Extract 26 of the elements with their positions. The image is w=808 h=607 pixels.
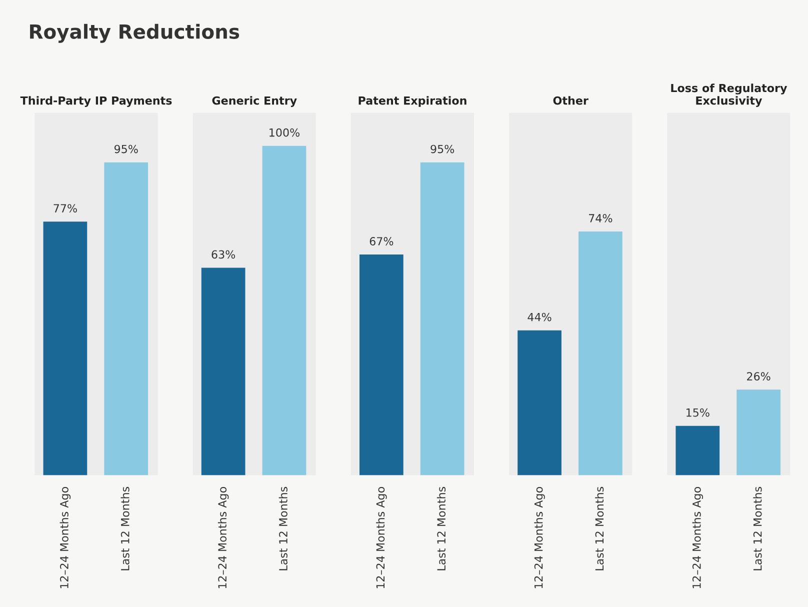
x-tick-label: Last 12 Months	[436, 486, 446, 570]
chart-title: Loss of Regulatory Exclusivity	[671, 84, 788, 107]
x-tick-label: Last 12 Months	[278, 486, 288, 570]
chart-title: Third-Party IP Payments	[20, 96, 172, 107]
data-label: 77%	[54, 204, 77, 213]
data-label: 44%	[528, 312, 552, 322]
x-tick-label: Last 12 Months	[753, 486, 762, 570]
x-tick-label: Last 12 Months	[120, 486, 130, 570]
text: Royalty Reductions	[30, 24, 240, 43]
data-label: 15%	[686, 408, 710, 417]
data-label: 100%	[270, 128, 300, 137]
x-tick-label: 12–24 Months Ago	[218, 487, 229, 588]
data-label: 67%	[370, 237, 394, 246]
data-label: 95%	[114, 144, 138, 154]
chart-title: Patent Expiration	[358, 96, 466, 107]
x-tick-label: 12–24 Months Ago	[692, 487, 704, 588]
data-label: 95%	[430, 144, 454, 154]
x-tick-label: Last 12 Months	[595, 486, 604, 570]
x-tick-label: 12–24 Months Ago	[60, 487, 71, 588]
chart-title: Other	[553, 96, 588, 105]
data-label: 63%	[212, 250, 236, 259]
x-tick-label: 12–24 Months Ago	[534, 487, 545, 588]
chart-title: Generic Entry	[212, 96, 297, 107]
x-tick-label: 12–24 Months Ago	[376, 487, 387, 588]
data-label: 26%	[747, 372, 770, 381]
data-label: 74%	[589, 214, 612, 222]
